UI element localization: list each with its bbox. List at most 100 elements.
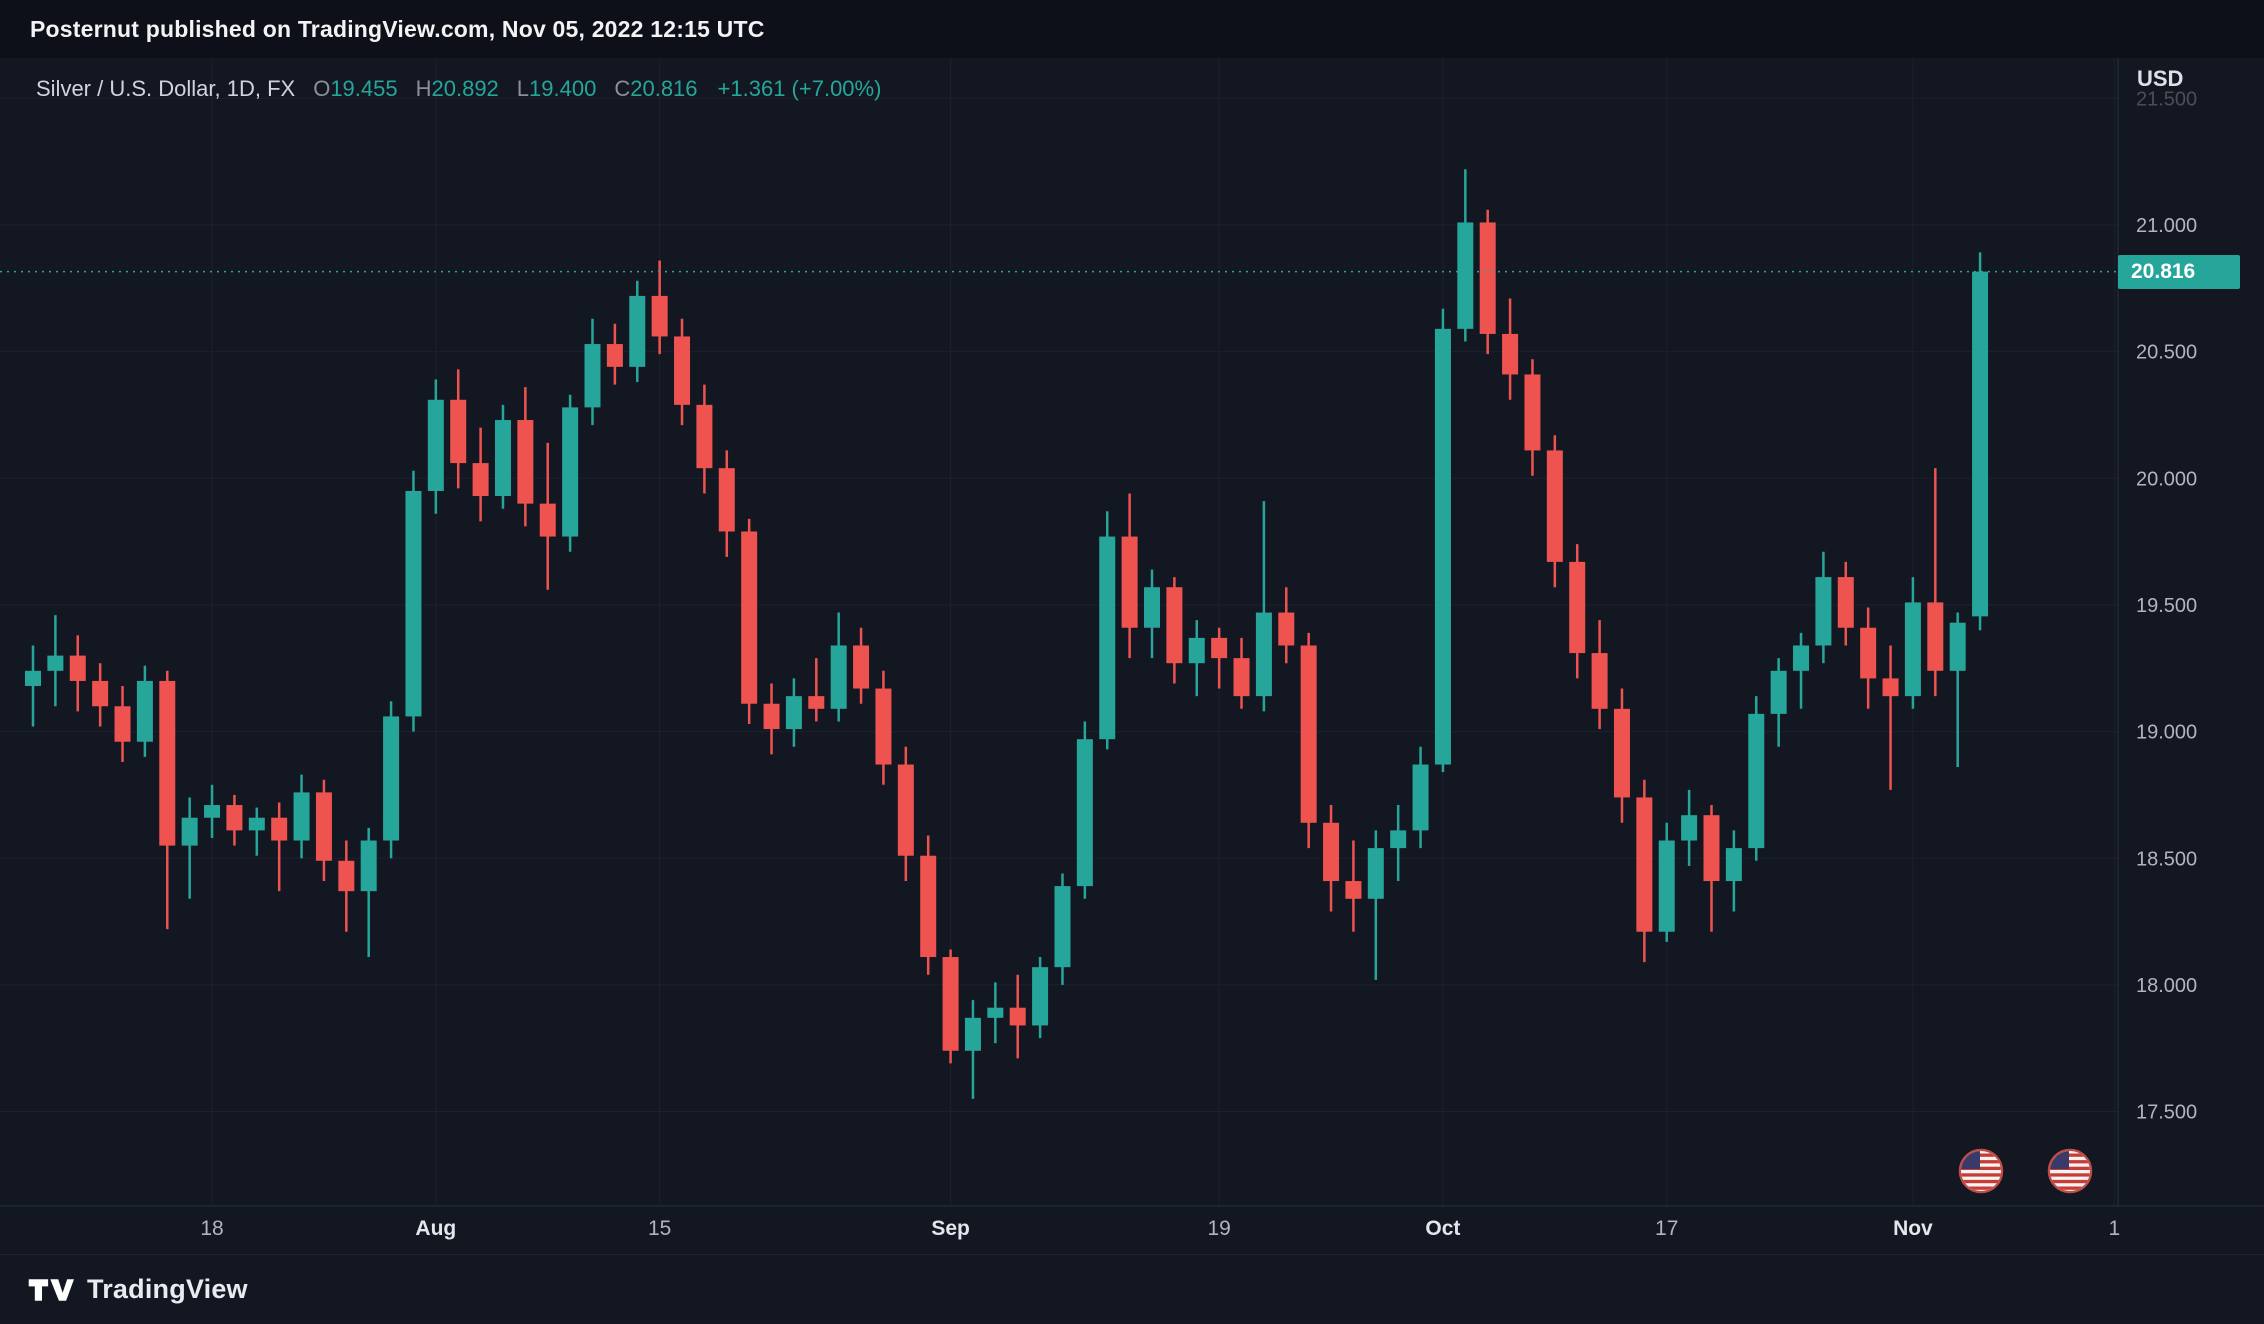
- tradingview-logo-icon[interactable]: [28, 1276, 74, 1304]
- price-tick-label[interactable]: 17.500: [2136, 1102, 2197, 1124]
- candle-body: [315, 792, 332, 861]
- candle: [69, 635, 86, 712]
- time-axis-label[interactable]: 1: [2108, 1217, 2120, 1240]
- candle: [1927, 468, 1944, 697]
- candle-body: [696, 404, 713, 469]
- price-axis-currency: USD: [2137, 66, 2184, 91]
- candle: [293, 774, 310, 859]
- candle-body: [1054, 886, 1071, 968]
- candle-body: [494, 420, 511, 497]
- candle-body: [1032, 967, 1049, 1026]
- symbol-title[interactable]: Silver / U.S. Dollar, 1D, FX: [36, 76, 296, 101]
- candle-body: [1591, 653, 1608, 709]
- time-axis-label[interactable]: 17: [1655, 1217, 1678, 1240]
- candle: [674, 318, 691, 426]
- candle: [1837, 561, 1854, 646]
- candle-body: [1300, 645, 1317, 823]
- price-tick-label[interactable]: 20.500: [2136, 342, 2197, 364]
- candle: [584, 318, 601, 426]
- candle: [92, 663, 109, 727]
- time-axis-label[interactable]: 15: [648, 1217, 671, 1240]
- price-tick-label[interactable]: 18.500: [2136, 848, 2197, 870]
- candle-body: [897, 764, 914, 856]
- candle: [1748, 696, 1765, 861]
- candle-body: [1949, 622, 1966, 671]
- candle: [226, 794, 243, 846]
- candle: [1479, 209, 1496, 355]
- us-flag-icon[interactable]: [1958, 1148, 2004, 1194]
- candle-body: [1725, 848, 1742, 882]
- time-axis-label[interactable]: Oct: [1425, 1217, 1460, 1240]
- candle: [629, 280, 646, 383]
- candle-body: [47, 655, 64, 671]
- candle: [1009, 974, 1026, 1059]
- candle: [853, 627, 870, 704]
- candle: [248, 807, 265, 856]
- time-axis-label[interactable]: Nov: [1893, 1217, 1933, 1240]
- candle: [785, 678, 802, 747]
- candle: [517, 387, 534, 527]
- candle: [1457, 169, 1474, 342]
- candle-body: [114, 706, 131, 742]
- candle: [1099, 511, 1116, 750]
- candle: [1658, 822, 1675, 942]
- candle: [1815, 551, 1832, 664]
- candle-body: [517, 420, 534, 504]
- candle: [1860, 607, 1877, 709]
- candle-body: [405, 490, 422, 717]
- candle-body: [427, 399, 444, 491]
- candle-body: [853, 645, 870, 689]
- candle-body: [875, 688, 892, 765]
- attribution-text: Posternut published on TradingView.com, …: [30, 15, 765, 42]
- candle-body: [1882, 678, 1899, 697]
- candle: [114, 686, 131, 762]
- footer-bar: TradingView: [0, 1254, 2264, 1324]
- time-axis-label[interactable]: 19: [1207, 1217, 1230, 1240]
- price-tick-label[interactable]: 18.000: [2136, 975, 2197, 997]
- candle: [897, 746, 914, 882]
- candle: [1188, 620, 1205, 697]
- candle-body: [1367, 848, 1384, 899]
- time-axis-label[interactable]: Sep: [931, 1217, 970, 1240]
- candle-body: [763, 703, 780, 730]
- candle: [338, 840, 355, 932]
- brand-name[interactable]: TradingView: [87, 1274, 248, 1304]
- candlestick-chart[interactable]: 21.500 21.000 20.500 20.000 19.500 19.000 18.5…: [0, 58, 2264, 1254]
- price-tick-label[interactable]: 20.000: [2136, 468, 2197, 490]
- price-tick-label[interactable]: 19.500: [2136, 595, 2197, 617]
- candle-body: [1144, 587, 1160, 628]
- candle: [606, 323, 623, 385]
- candle: [539, 442, 556, 590]
- candle: [1681, 789, 1698, 866]
- candle: [1166, 577, 1183, 684]
- candle-body: [1412, 764, 1429, 831]
- ohlc-close: C20.816: [614, 76, 698, 101]
- candle-body: [1502, 333, 1519, 375]
- time-axis-label[interactable]: Aug: [415, 1217, 456, 1240]
- us-flag-icon[interactable]: [2047, 1148, 2093, 1194]
- candle-body: [472, 463, 489, 497]
- candle: [360, 827, 377, 958]
- candle-body: [136, 680, 153, 742]
- candle: [427, 379, 444, 514]
- candle: [718, 450, 735, 557]
- candle: [1949, 612, 1966, 768]
- candle-body: [1076, 739, 1093, 887]
- time-axis-label[interactable]: 18: [200, 1217, 223, 1240]
- price-tick-label[interactable]: 21.500: [2136, 88, 2197, 110]
- change-value: +1.361 (+7.00%): [717, 76, 882, 101]
- candle-body: [1927, 602, 1944, 671]
- candle: [1725, 830, 1742, 912]
- candle: [1300, 632, 1317, 849]
- candle-body: [159, 680, 176, 846]
- candle: [25, 645, 41, 727]
- candle-body: [1278, 612, 1295, 646]
- price-tick-label[interactable]: 21.000: [2136, 215, 2197, 237]
- candle: [204, 784, 221, 838]
- price-tick-label[interactable]: 19.000: [2136, 722, 2197, 744]
- candle-body: [1636, 797, 1653, 932]
- candle-body: [1613, 708, 1630, 798]
- candle-body: [1658, 840, 1675, 932]
- candle-body: [1748, 713, 1765, 849]
